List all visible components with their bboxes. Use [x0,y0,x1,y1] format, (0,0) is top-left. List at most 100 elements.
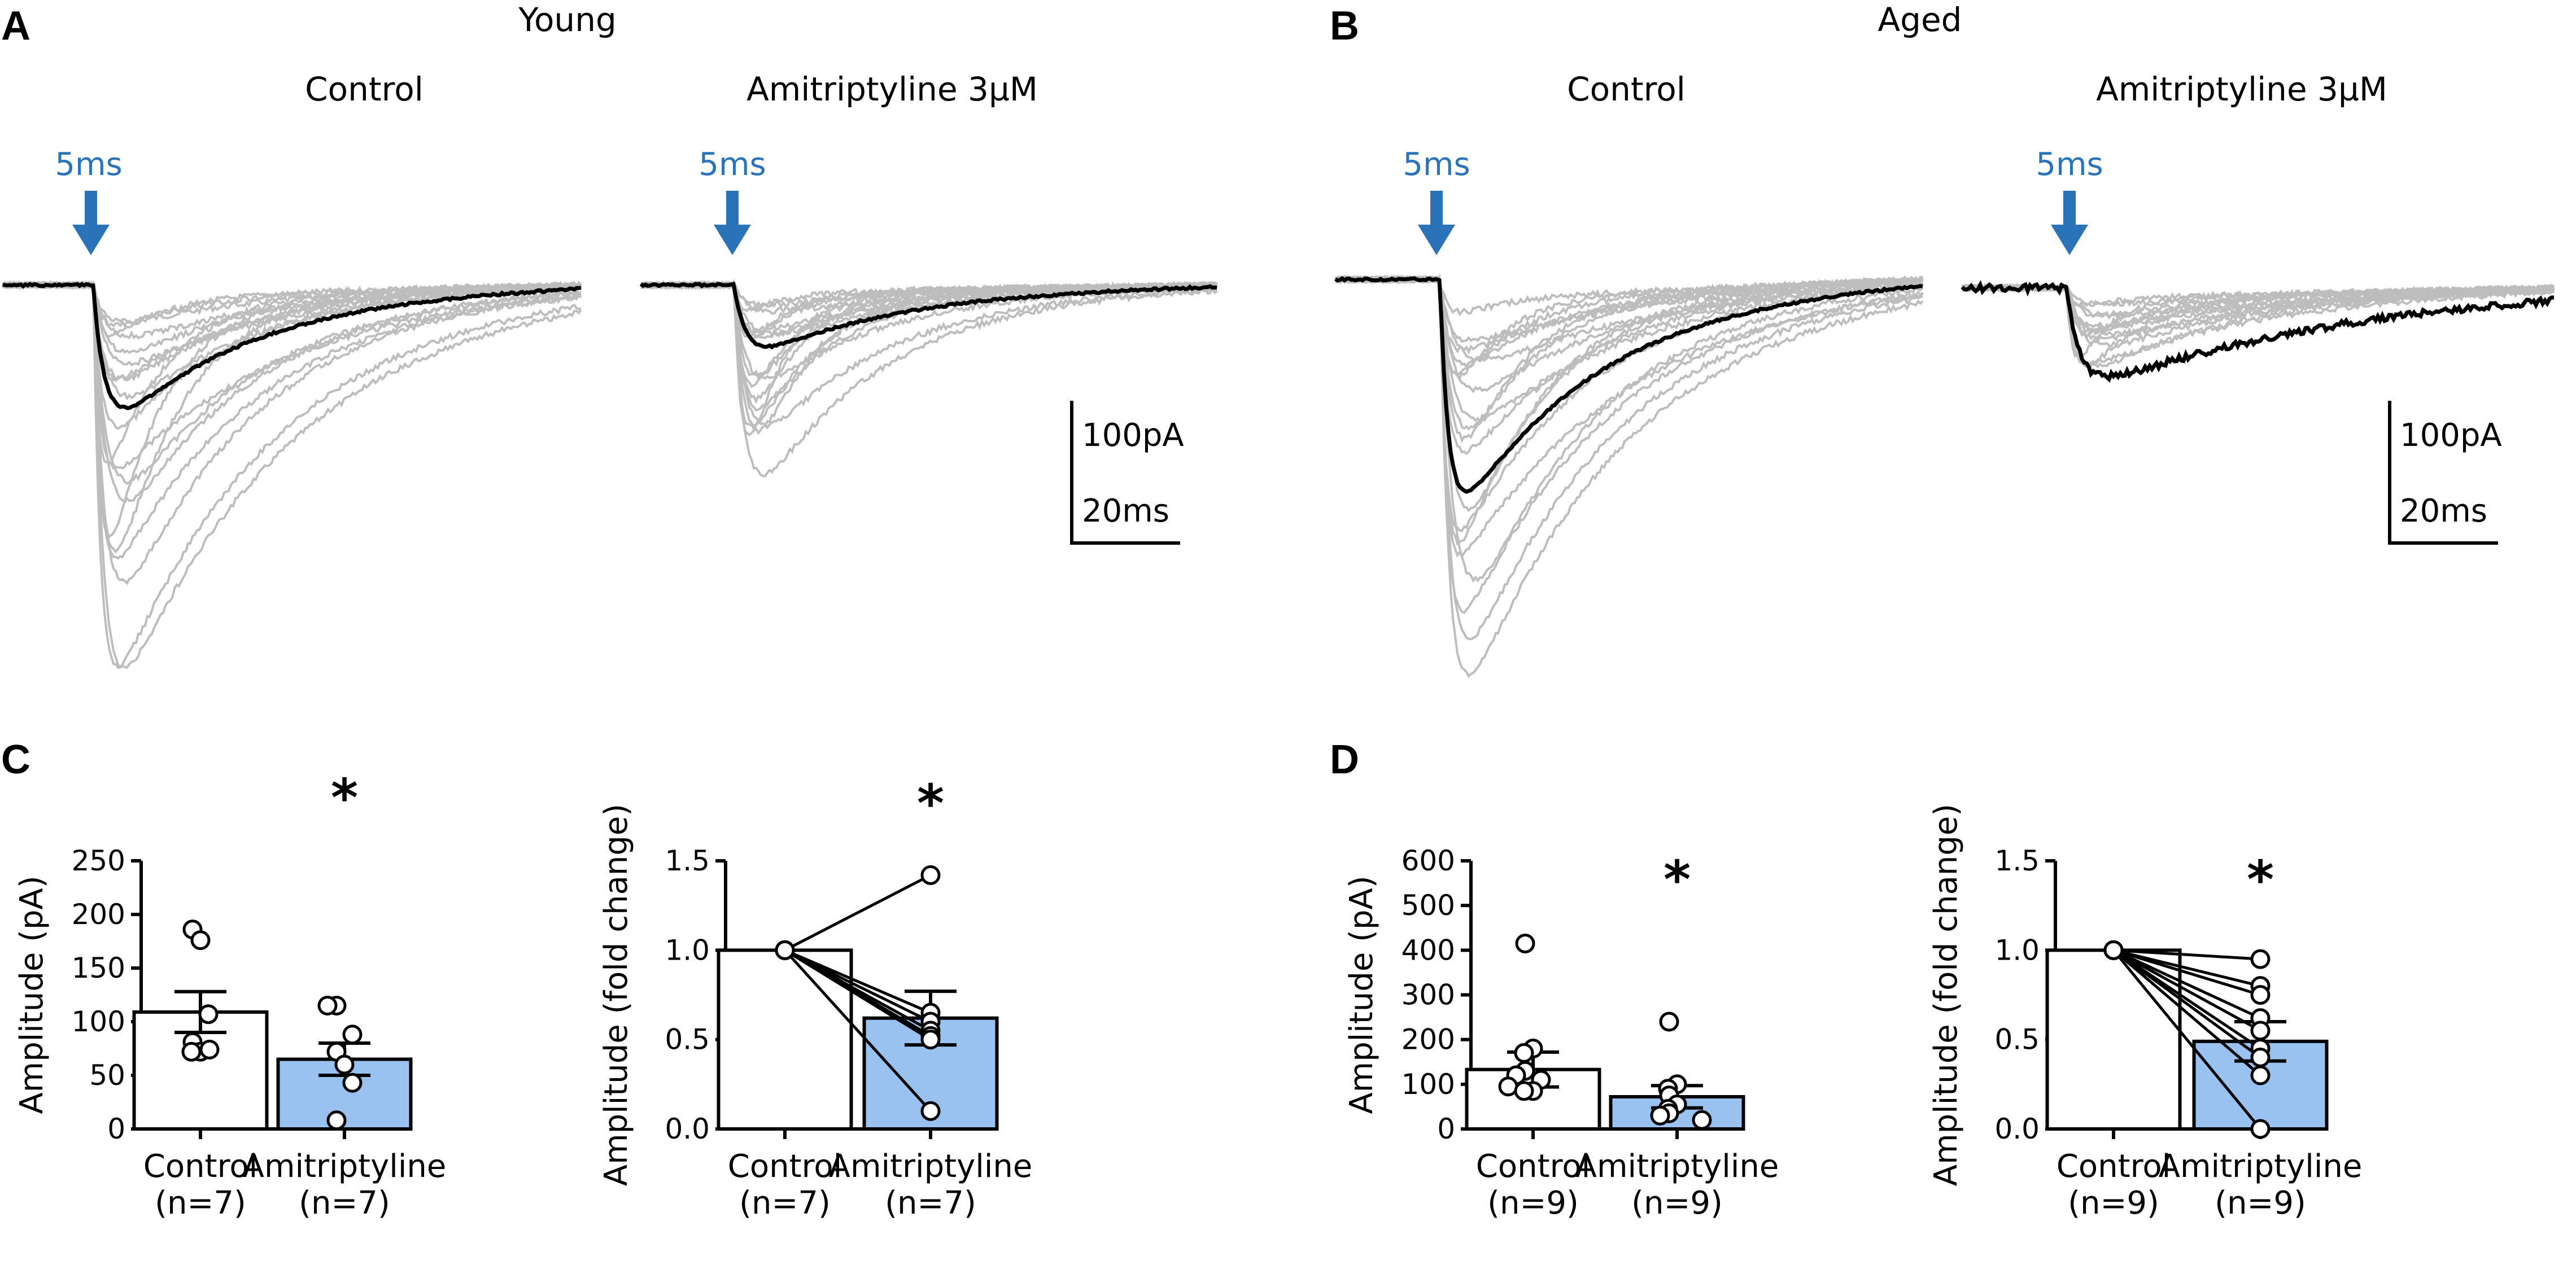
paired-line [2112,949,2261,1059]
data-point [920,865,941,885]
scale-bar-time-label: 20ms [2400,493,2487,529]
data-point [920,1030,941,1050]
category-n-label: (n=9) [1487,1185,1579,1222]
category-label: Control [1476,1148,1590,1185]
y-tick-label: 1.5 [665,844,710,877]
data-point [317,996,338,1015]
data-point [1659,1012,1679,1032]
trace-sweep [640,279,1217,412]
stimulus-label: 5ms [698,146,766,183]
y-tick-label: 200 [1401,1023,1455,1056]
y-tick-label: 1.0 [1994,934,2040,966]
bar-control [717,948,853,1131]
paired-line [2112,949,2261,1019]
paired-line [784,949,932,1113]
significance-marker: * [1664,850,1691,910]
y-tick-label: 250 [72,844,125,877]
category-n-label: (n=7) [155,1185,246,1222]
current-traces [2,273,2555,678]
significance-marker: * [917,773,944,834]
trace-sweep [1334,274,1923,546]
y-tick-label: 0 [107,1113,125,1145]
data-point [334,1054,355,1075]
y-tick-label: 50 [89,1059,125,1092]
stimulus-arrow-aged-drug: 5ms [2036,146,2103,255]
data-point [1650,1105,1670,1126]
data-point [2250,1119,2271,1139]
condition-title-young-control: Control [305,70,423,108]
y-tick-label: 600 [1401,844,1455,877]
category-n-label: (n=7) [739,1185,831,1222]
y-axis-label: Amplitude (fold change) [1928,804,1964,1186]
traces-young-drug [639,279,1218,478]
trace-mean [1334,276,1923,494]
data-point [2250,1047,2271,1067]
category-label: Control [143,1148,257,1185]
data-point [342,1025,363,1045]
condition-title-aged-control: Control [1567,70,1686,108]
y-tick-label: 0.0 [665,1113,710,1145]
panel-label-a: A [1,3,30,49]
trace-mean [2,282,582,410]
data-point [199,1039,220,1060]
y-tick-label: 100 [1401,1068,1455,1101]
trace-sweep [1334,275,1924,559]
chart-young-fold-change: 0.0 0.5 1.0 1.5 Amplitude (fold change) * Cont… [598,773,1032,1222]
significance-marker: * [331,768,358,828]
data-point [1498,1076,1518,1097]
trace-mean [1961,279,2554,383]
y-tick-label: 0.5 [665,1023,710,1056]
data-point [190,930,211,951]
stimulus-label: 5ms [1403,146,1470,183]
data-point [342,1072,363,1093]
data-point [1515,933,1535,953]
paired-line [2112,949,2261,1076]
y-tick-label: 1.0 [665,934,710,966]
y-axis-label: Amplitude (pA) [1343,875,1380,1114]
stimulus-arrow-aged-control: 5ms [1403,146,1470,255]
scale-bar-time-label: 20ms [1082,493,1169,529]
stimulus-label: 5ms [2036,146,2103,183]
paired-line [2113,948,2261,988]
category-label: Amitriptyline [2159,1148,2363,1185]
data-point [2250,949,2271,969]
data-point [198,1004,219,1025]
group-title-aged: Aged [1878,1,1962,39]
scale-bar-aged [2388,401,2498,545]
condition-title-young-drug: Amitriptyline 3µM [746,70,1038,108]
trace-sweep [2,280,582,669]
y-axis-label: Amplitude (pA) [14,875,50,1114]
category-label: Amitriptyline [829,1148,1033,1185]
panel-label-b: B [1330,3,1359,49]
category-label: Amitriptyline [243,1148,447,1185]
traces-young-control [2,279,582,669]
category-label: Control [2057,1148,2171,1185]
y-axis-label: Amplitude (fold change) [598,804,635,1186]
paired-line [2112,949,2261,1032]
stimulus-label: 5ms [55,146,122,183]
arrow-down-icon [1418,225,1455,255]
arrow-down-icon [72,225,110,255]
data-point [920,1101,941,1121]
arrow-down-icon [714,225,751,255]
scale-bar-young [1070,401,1180,545]
panel-label-d: D [1330,737,1359,782]
chart-aged-amplitude: 0 100 200 300 400 500 600 Amplitude (pA) * Contro… [1343,844,1779,1222]
group-title-young: Young [518,1,617,39]
scale-bar-current-label: 100pA [1082,417,1184,454]
y-tick-label: 0 [1437,1113,1455,1145]
trace-sweep [2,280,582,354]
paired-line [784,949,932,1041]
category-n-label: (n=7) [885,1185,976,1222]
category-n-label: (n=9) [2068,1185,2159,1222]
y-tick-label: 200 [72,898,125,931]
trace-sweep [2,281,582,669]
data-point [2250,985,2271,1005]
data-point [2103,940,2124,960]
stimulus-arrow-young-drug: 5ms [698,146,766,255]
data-point [326,1110,347,1131]
category-n-label: (n=9) [2215,1185,2306,1222]
paired-line [2113,948,2261,996]
